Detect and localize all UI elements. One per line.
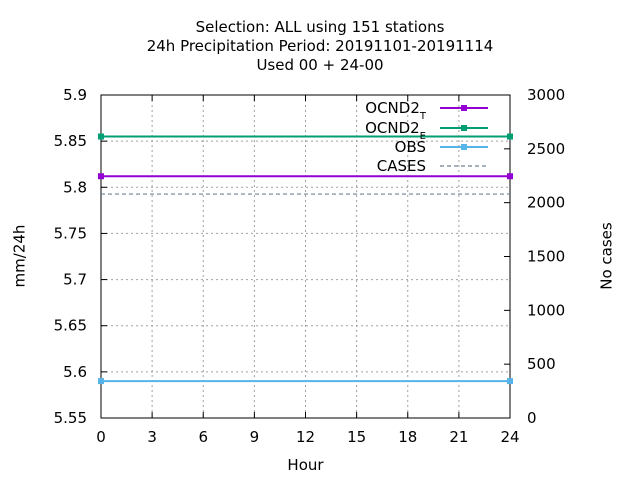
x-axis-label: Hour <box>287 456 324 474</box>
y2-tick-label: 1500 <box>527 248 565 266</box>
data-point <box>507 133 513 140</box>
data-point <box>98 133 104 140</box>
legend-label: CASES <box>377 157 426 175</box>
x-tick-label: 9 <box>250 428 260 446</box>
legend-series-name: OCND2 <box>365 119 420 137</box>
legend-marker <box>461 105 467 111</box>
y-axis-label: mm/24h <box>11 225 29 288</box>
legend-label: OCND2E <box>365 119 426 142</box>
legend-marker <box>461 144 467 150</box>
title-line: Selection: ALL using 151 stations <box>196 18 445 36</box>
title-line: 24h Precipitation Period: 20191101-20191… <box>147 37 494 55</box>
x-tick-label: 18 <box>398 428 417 446</box>
y-tick-label: 5.75 <box>54 224 87 242</box>
legend-series-name: CASES <box>377 157 426 175</box>
x-tick-label: 24 <box>500 428 519 446</box>
x-tick-label: 15 <box>347 428 366 446</box>
y-tick-label: 5.85 <box>54 132 87 150</box>
x-tick-label: 0 <box>96 428 106 446</box>
data-point <box>98 173 104 180</box>
data-point <box>98 378 104 385</box>
y2-tick-label: 2000 <box>527 194 565 212</box>
title-line: Used 00 + 24-00 <box>256 56 383 74</box>
data-point <box>507 378 513 385</box>
x-axis: 0 3 6 9 12 15 18 21 24 <box>96 95 520 446</box>
legend-marker <box>461 125 467 131</box>
y-tick-label: 5.9 <box>63 86 87 104</box>
legend-series-name: OBS <box>395 138 426 156</box>
grid <box>101 95 510 418</box>
legend-subscript: E <box>420 131 426 142</box>
y2-tick-label: 1000 <box>527 301 565 319</box>
y2-axis: 0 500 1000 1500 2000 2500 3000 <box>504 86 565 427</box>
y2-tick-label: 3000 <box>527 86 565 104</box>
y-tick-label: 5.7 <box>63 271 87 289</box>
x-tick-label: 3 <box>147 428 157 446</box>
legend-series-name: OCND2 <box>365 99 420 117</box>
x-tick-label: 6 <box>198 428 208 446</box>
legend-label: OCND2T <box>365 99 427 122</box>
y2-tick-label: 0 <box>527 409 537 427</box>
data-point <box>507 173 513 180</box>
y-tick-label: 5.65 <box>54 317 87 335</box>
legend-label: OBS <box>395 138 426 156</box>
series-lines <box>98 133 513 385</box>
x-tick-label: 21 <box>449 428 468 446</box>
y-axis: 5.55 5.6 5.65 5.7 5.75 5.8 5.85 5.9 <box>54 86 107 427</box>
y-tick-label: 5.6 <box>63 363 87 381</box>
legend-subscript: T <box>419 111 427 122</box>
y2-axis-label: No cases <box>598 222 616 290</box>
y-tick-label: 5.8 <box>63 178 87 196</box>
y2-tick-label: 2500 <box>527 140 565 158</box>
x-tick-label: 12 <box>296 428 315 446</box>
y-tick-label: 5.55 <box>54 409 87 427</box>
y2-tick-label: 500 <box>527 355 556 373</box>
